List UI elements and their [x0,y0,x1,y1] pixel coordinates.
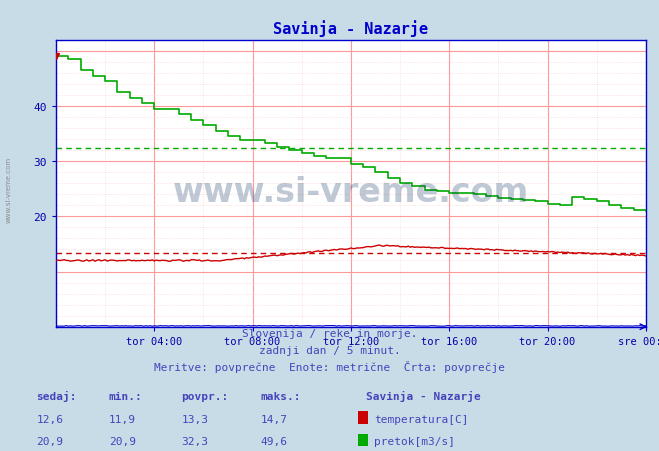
Text: sedaj:: sedaj: [36,390,76,401]
Text: 11,9: 11,9 [109,414,136,423]
Text: 13,3: 13,3 [181,414,208,423]
Text: Savinja - Nazarje: Savinja - Nazarje [366,390,480,401]
Text: 20,9: 20,9 [36,436,63,446]
Text: 49,6: 49,6 [260,436,287,446]
Text: 12,6: 12,6 [36,414,63,423]
Title: Savinja - Nazarje: Savinja - Nazarje [273,20,428,37]
Text: www.si-vreme.com: www.si-vreme.com [5,156,12,222]
Text: 32,3: 32,3 [181,436,208,446]
Text: www.si-vreme.com: www.si-vreme.com [173,176,529,209]
Text: Meritve: povprečne  Enote: metrične  Črta: povprečje: Meritve: povprečne Enote: metrične Črta:… [154,360,505,372]
Text: pretok[m3/s]: pretok[m3/s] [374,436,455,446]
Text: min.:: min.: [109,391,142,401]
Text: zadnji dan / 5 minut.: zadnji dan / 5 minut. [258,345,401,355]
Text: temperatura[C]: temperatura[C] [374,414,469,423]
Text: 14,7: 14,7 [260,414,287,423]
Text: povpr.:: povpr.: [181,391,229,401]
Text: Slovenija / reke in morje.: Slovenija / reke in morje. [242,328,417,338]
Text: maks.:: maks.: [260,391,301,401]
Text: 20,9: 20,9 [109,436,136,446]
